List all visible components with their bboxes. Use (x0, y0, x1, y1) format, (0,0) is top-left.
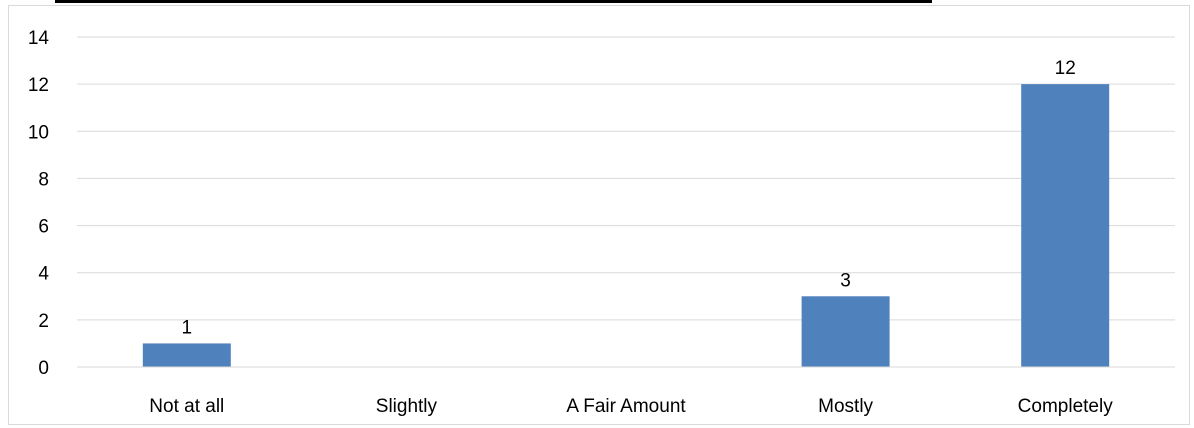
y-tick-label: 0 (38, 358, 49, 379)
title-underline (55, 0, 932, 3)
chart-frame (8, 5, 1190, 425)
x-tick-label: Slightly (376, 396, 438, 417)
data-label: 1 (182, 317, 193, 338)
x-tick-label: Not at all (149, 396, 224, 417)
x-tick-label: Completely (1018, 396, 1114, 417)
y-tick-label: 12 (28, 75, 49, 96)
gridlines (77, 36, 1175, 321)
bars (142, 84, 1110, 368)
data-label: 12 (1055, 58, 1076, 79)
x-tick-label: A Fair Amount (566, 396, 686, 417)
y-tick-label: 10 (28, 122, 49, 143)
bar (142, 343, 231, 367)
x-tick-label: Mostly (818, 396, 873, 417)
y-tick-label: 4 (38, 264, 49, 285)
y-tick-label: 2 (38, 311, 49, 332)
bar (1021, 84, 1110, 368)
y-tick-label: 6 (38, 217, 49, 238)
y-tick-label: 8 (38, 169, 49, 190)
data-label: 3 (840, 270, 851, 291)
y-axis-tick-labels: 0 2 4 6 8 10 12 14 (28, 28, 50, 379)
x-axis-tick-labels: Not at all Slightly A Fair Amount Mostly Com… (149, 396, 1113, 417)
y-tick-label: 14 (28, 28, 50, 49)
bar (801, 296, 890, 367)
data-labels: 1 3 12 (182, 58, 1076, 338)
